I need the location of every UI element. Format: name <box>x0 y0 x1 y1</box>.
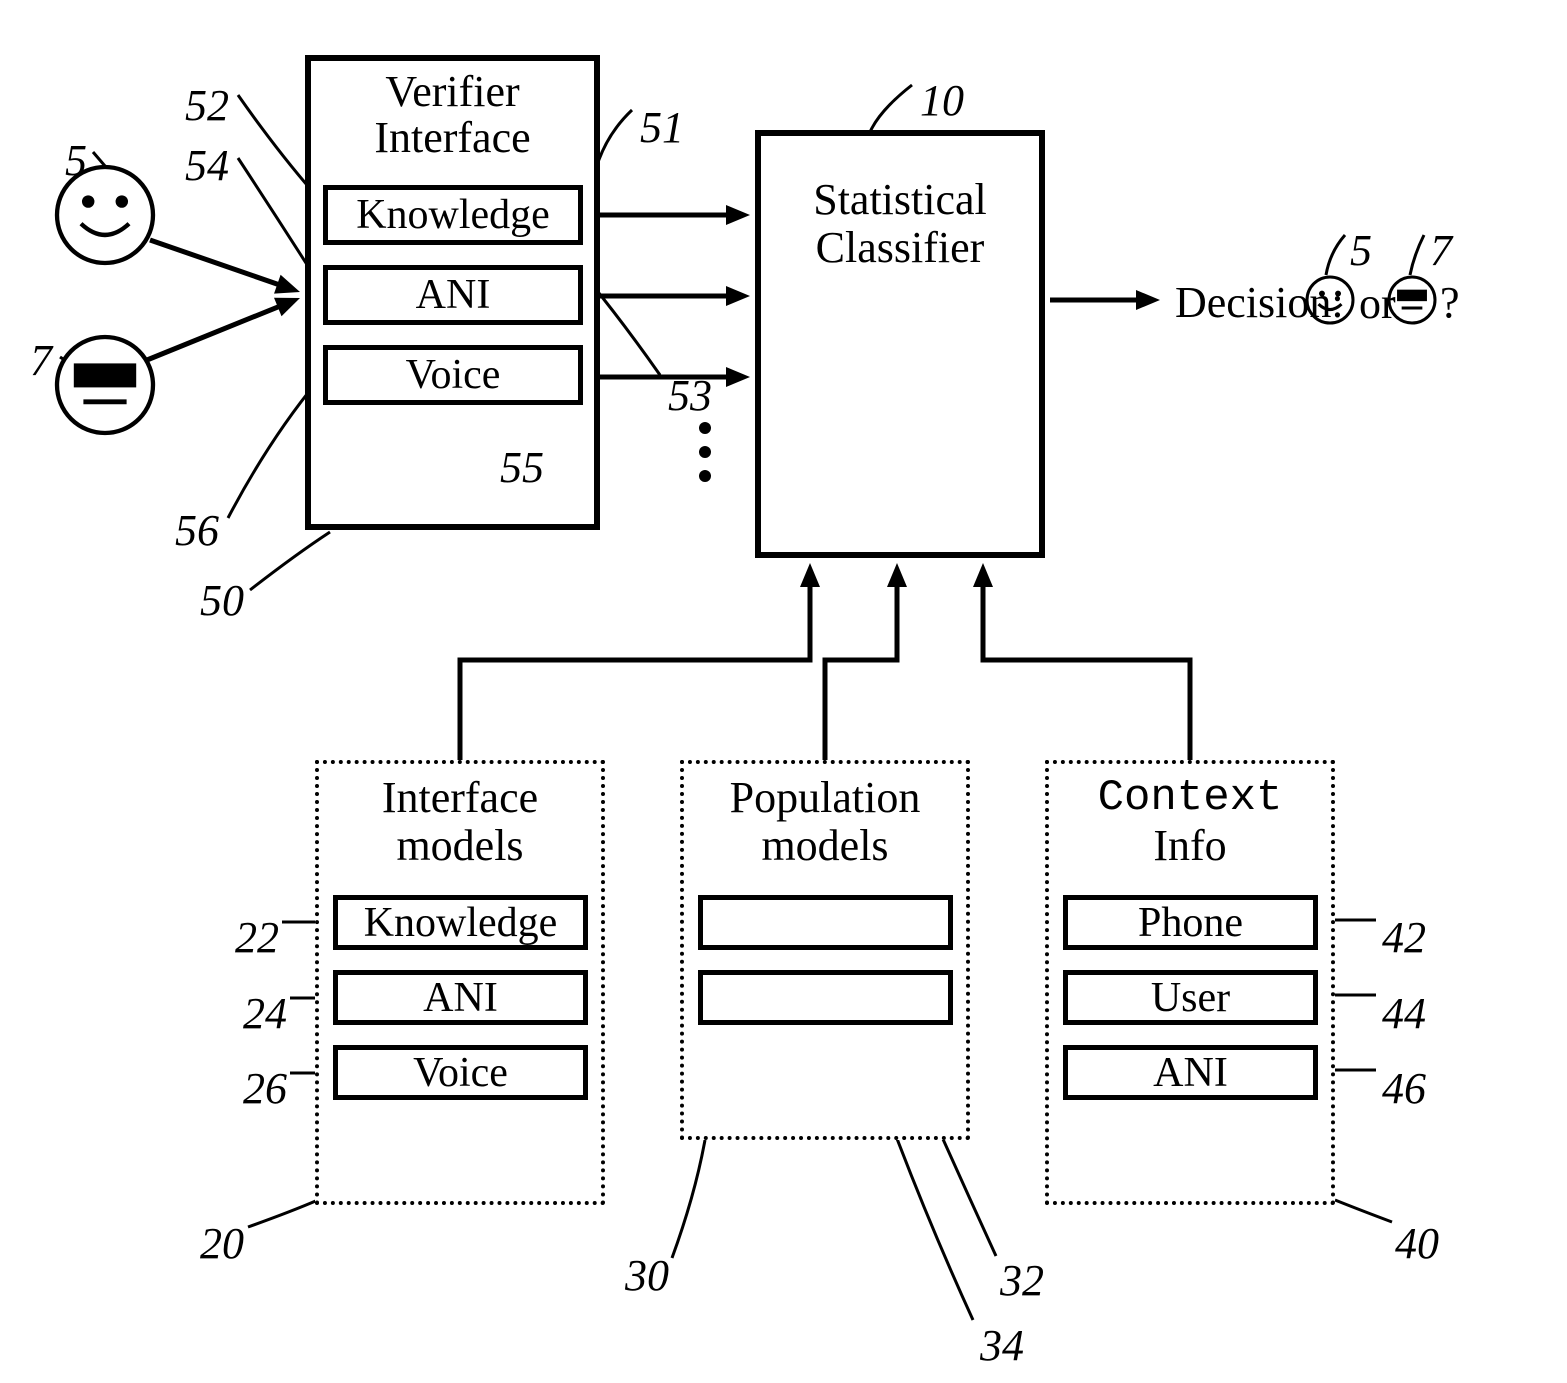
verifier-ani-row: ANI <box>323 265 583 325</box>
refnum-56: 56 <box>175 505 219 556</box>
verifier-voice-row: Voice <box>323 345 583 405</box>
refnum-53: 53 <box>668 370 712 421</box>
refnum-44: 44 <box>1382 988 1426 1039</box>
ci-ani: ANI <box>1063 1045 1318 1100</box>
verifier-knowledge-row: Knowledge <box>323 185 583 245</box>
decision-prefix: Decision: <box>1175 277 1344 328</box>
interface-models-title-2: models <box>396 822 523 870</box>
pm-good-row <box>698 895 953 950</box>
refnum-5: 5 <box>1350 225 1372 276</box>
refnum-42: 42 <box>1382 912 1426 963</box>
refnum-52: 52 <box>185 80 229 131</box>
population-models-title-2: models <box>761 822 888 870</box>
refnum-55: 55 <box>500 442 544 493</box>
population-models-title-1: Population <box>730 774 921 822</box>
context-info-title-1: Context <box>1098 774 1283 822</box>
refnum-51: 51 <box>640 102 684 153</box>
interface-models-title-1: Interface <box>382 774 538 822</box>
refnum-10: 10 <box>920 75 964 126</box>
decision-or: or <box>1359 278 1396 329</box>
verifier-title-1: Verifier <box>385 69 519 115</box>
verifier-title-2: Interface <box>374 115 530 161</box>
refnum-26: 26 <box>243 1063 287 1114</box>
im-voice: Voice <box>333 1045 588 1100</box>
refnum-50: 50 <box>200 575 244 626</box>
refnum-20: 20 <box>200 1218 244 1269</box>
im-knowledge: Knowledge <box>333 895 588 950</box>
refnum-22: 22 <box>235 912 279 963</box>
refnum-24: 24 <box>243 988 287 1039</box>
refnum-32: 32 <box>1000 1255 1044 1306</box>
classifier-title-1: Statistical <box>813 176 987 224</box>
refnum-54: 54 <box>185 140 229 191</box>
ci-phone: Phone <box>1063 895 1318 950</box>
refnum-5: 5 <box>65 135 87 186</box>
refnum-40: 40 <box>1395 1218 1439 1269</box>
pm-bad-row <box>698 970 953 1025</box>
diagram-root: Verifier Interface Knowledge ANI Voice S… <box>0 0 1567 1383</box>
refnum-7: 7 <box>1430 225 1452 276</box>
classifier-title-2: Classifier <box>816 224 985 272</box>
classifier-box: Statistical Classifier <box>755 130 1045 558</box>
im-ani: ANI <box>333 970 588 1025</box>
refnum-7: 7 <box>30 335 52 386</box>
refnum-46: 46 <box>1382 1063 1426 1114</box>
population-models-box: Population models <box>680 760 970 1140</box>
decision-suffix: ? <box>1440 277 1460 328</box>
refnum-34: 34 <box>980 1320 1024 1371</box>
context-info-title-2: Info <box>1153 822 1226 870</box>
refnum-30: 30 <box>625 1250 669 1301</box>
ci-user: User <box>1063 970 1318 1025</box>
